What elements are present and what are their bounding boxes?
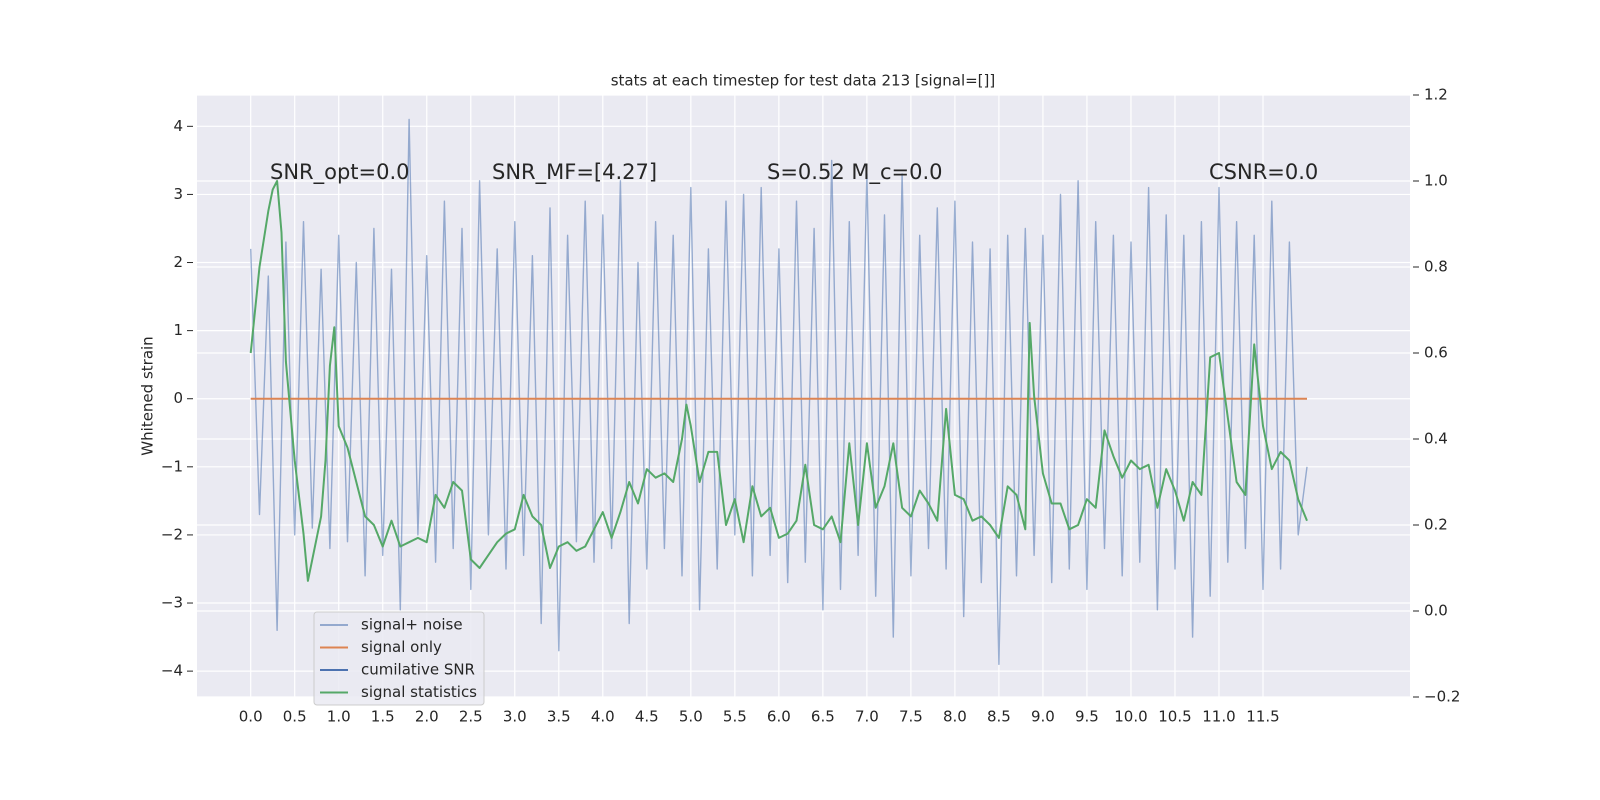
x-tick-label: 0.0 bbox=[239, 708, 263, 726]
x-tick-label: 1.5 bbox=[371, 708, 395, 726]
x-tick-label: 5.5 bbox=[723, 708, 747, 726]
y2-tick-label: −0.2 bbox=[1424, 688, 1460, 706]
series-line bbox=[249, 180, 1308, 582]
x-tick-label: 2.0 bbox=[415, 708, 439, 726]
y2-tick-label: 0.8 bbox=[1424, 258, 1448, 276]
legend-label: signal+ noise bbox=[361, 616, 463, 634]
x-tick-label: 1.0 bbox=[327, 708, 351, 726]
x-tick-label: 8.5 bbox=[987, 708, 1011, 726]
legend-label: cumilative SNR bbox=[361, 661, 475, 679]
x-tick-label: 4.5 bbox=[635, 708, 659, 726]
y-tick-label: −1 bbox=[161, 457, 183, 475]
x-tick-label: 9.5 bbox=[1075, 708, 1099, 726]
legend-box bbox=[313, 611, 485, 706]
x-tick-label: 2.5 bbox=[459, 708, 483, 726]
x-tick-label: 10.5 bbox=[1158, 708, 1191, 726]
y-axis-label: Whitened strain bbox=[139, 336, 157, 455]
y-tick-label: −4 bbox=[161, 662, 183, 680]
grid bbox=[187, 94, 1419, 698]
x-tick-label: 0.5 bbox=[283, 708, 307, 726]
x-tick-label: 6.5 bbox=[811, 708, 835, 726]
legend-label: signal only bbox=[361, 638, 442, 656]
y2-tick-label: 0.6 bbox=[1424, 344, 1448, 362]
series-line bbox=[250, 118, 1308, 665]
annotation: S=0.52 M_c=0.0 bbox=[767, 160, 943, 185]
y-tick-label: 3 bbox=[173, 185, 183, 203]
y-tick-label: −3 bbox=[161, 594, 183, 612]
y2-tick-label: 1.2 bbox=[1424, 86, 1448, 104]
annotation: SNR_opt=0.0 bbox=[270, 160, 410, 185]
x-tick-label: 7.5 bbox=[899, 708, 923, 726]
x-tick-label: 5.0 bbox=[679, 708, 703, 726]
y-tick-label: −2 bbox=[161, 525, 183, 543]
x-tick-label: 9.0 bbox=[1031, 708, 1055, 726]
labels: 0.0 0.5 1.0 1.5 2.0 2.5 3.0 3.5 4.0 4.5 5.0 5.5 6.0 6… bbox=[161, 86, 1461, 726]
x-tick-label: 3.0 bbox=[503, 708, 527, 726]
chart-title: stats at each timestep for test data 213… bbox=[611, 72, 996, 90]
y-tick-label: 1 bbox=[173, 321, 183, 339]
x-tick-label: 11.5 bbox=[1246, 708, 1279, 726]
y2-tick-label: 1.0 bbox=[1424, 172, 1448, 190]
x-tick-label: 11.0 bbox=[1202, 708, 1235, 726]
y-tick-label: 2 bbox=[173, 253, 183, 271]
annotation: SNR_MF=[4.27] bbox=[492, 160, 657, 185]
marks bbox=[249, 118, 1308, 665]
y-tick-label: 4 bbox=[173, 117, 183, 135]
y2-tick-label: 0.4 bbox=[1424, 430, 1448, 448]
legend: signal+ noise signal only cumilative SNR si… bbox=[313, 611, 485, 706]
x-tick-label: 3.5 bbox=[547, 708, 571, 726]
y2-tick-label: 0.0 bbox=[1424, 602, 1448, 620]
y-tick-label: 0 bbox=[173, 389, 183, 407]
x-tick-label: 8.0 bbox=[943, 708, 967, 726]
x-tick-label: 6.0 bbox=[767, 708, 791, 726]
annotation: CSNR=0.0 bbox=[1209, 160, 1318, 184]
y2-tick-label: 0.2 bbox=[1424, 516, 1448, 534]
x-tick-label: 10.0 bbox=[1114, 708, 1147, 726]
x-tick-label: 4.0 bbox=[591, 708, 615, 726]
x-tick-label: 7.0 bbox=[855, 708, 879, 726]
legend-label: signal statistics bbox=[361, 683, 477, 701]
